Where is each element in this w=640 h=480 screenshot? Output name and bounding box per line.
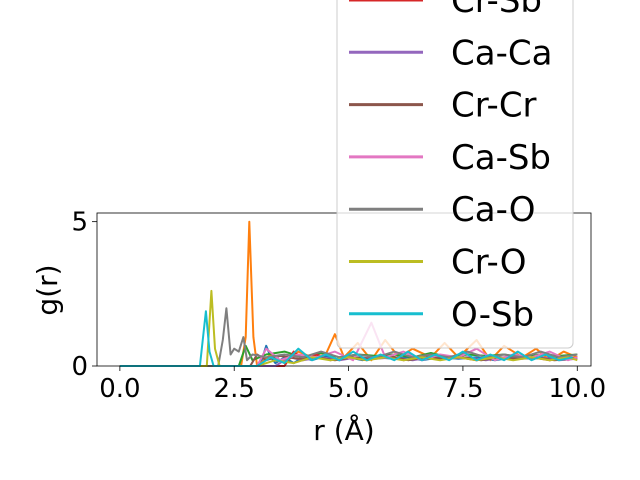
legend-label: Ca-Sb — [451, 138, 551, 178]
x-tick-label: 10.0 — [548, 374, 606, 404]
x-tick-label: 2.5 — [214, 374, 255, 404]
y-axis: 05 — [71, 208, 97, 382]
x-axis-label: r (Å) — [313, 413, 374, 447]
legend-label: Ca-Ca — [451, 33, 552, 73]
legend-label: Cr-Sb — [451, 0, 542, 21]
series-line-cr-o-8 — [119, 289, 578, 367]
legend-label: Ca-O — [451, 190, 536, 230]
x-tick-label: 5.0 — [328, 374, 369, 404]
y-tick-label: 5 — [71, 208, 88, 238]
series-layer — [119, 220, 578, 367]
x-tick-label: 0.0 — [99, 374, 140, 404]
y-tick-label: 0 — [71, 352, 88, 382]
y-axis-label: g(r) — [31, 264, 64, 315]
x-axis: 0.0 2.5 5.0 7.5 10.0 — [99, 366, 606, 404]
legend-label: Cr-O — [451, 243, 527, 283]
x-tick-label: 7.5 — [442, 374, 483, 404]
legend: Cr-Sb Ca-Ca Cr-Cr Ca-Sb Ca-O Cr-O O-Sb — [336, 0, 574, 349]
legend-label: Cr-Cr — [451, 86, 537, 126]
legend-label: O-Sb — [451, 295, 534, 335]
